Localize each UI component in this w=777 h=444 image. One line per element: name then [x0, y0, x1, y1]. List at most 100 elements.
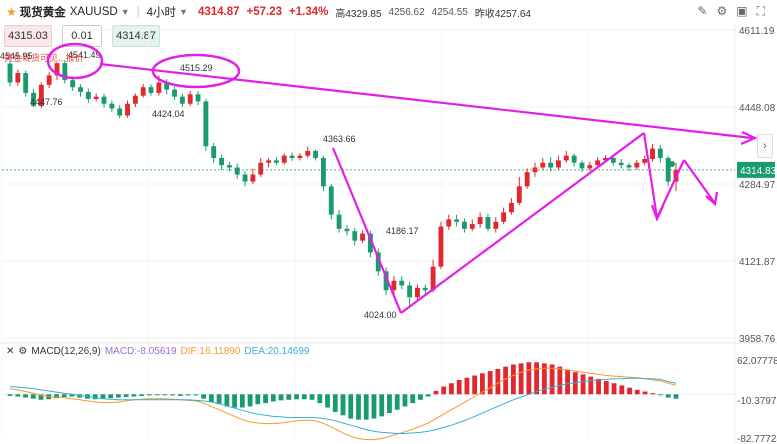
projection-down	[642, 132, 659, 219]
macd-bar-24	[193, 394, 199, 396]
candle-body-27	[219, 158, 224, 166]
macd-dea-line	[9, 377, 677, 434]
low-value: 4254.55	[431, 6, 468, 18]
macd-bar-16	[131, 394, 137, 397]
macd-bar-0	[7, 394, 13, 396]
fullscreen-icon[interactable]: ⛶	[756, 4, 765, 18]
dea-value: DEA:20.14699	[244, 346, 310, 357]
candle-body-14	[117, 108, 123, 116]
candle-body-80	[634, 162, 640, 168]
macd-bar-83	[650, 393, 656, 395]
price-label-low-left: 4447.76	[30, 97, 63, 107]
last-price: 4314.87	[197, 6, 240, 18]
price-label-mid: 4186.17	[386, 226, 419, 236]
candle-body-28	[226, 165, 232, 168]
macd-bar-67	[526, 362, 532, 395]
candle-body-21	[172, 89, 177, 97]
macd-bar-2	[23, 394, 28, 398]
macd-value: MACD:-8.05619	[104, 346, 177, 357]
candle-body-49	[391, 280, 397, 291]
macd-bar-12	[100, 394, 106, 399]
indicator-icon[interactable]: ⚙	[716, 4, 728, 18]
candle-body-35	[281, 155, 287, 163]
candle-body-1	[15, 73, 21, 83]
candle-body-66	[524, 172, 530, 187]
macd-bar-50	[394, 394, 400, 410]
current-price-tag-label: 4314.83	[740, 166, 777, 177]
candle-body-5	[46, 75, 52, 85]
instrument-name[interactable]: 现货黄金	[19, 7, 66, 19]
candle-body-6	[54, 63, 60, 76]
macd-eye-icon[interactable]: ⚙	[18, 346, 28, 357]
macd-bar-73	[572, 372, 578, 395]
macd-bar-6	[54, 394, 59, 399]
candle-body-39	[313, 150, 319, 159]
macd-bar-81	[634, 389, 640, 395]
candle-body-70	[556, 160, 561, 168]
macd-bar-27	[216, 394, 222, 405]
candle-body-84	[665, 158, 671, 182]
candle-body-2	[23, 73, 29, 93]
macd-bar-42	[332, 394, 338, 412]
timeframe-chevron-icon[interactable]: ▼	[179, 7, 188, 17]
candle-body-9	[78, 87, 83, 92]
chevron-down-icon[interactable]: ▼	[120, 7, 130, 17]
candle-body-24	[195, 94, 201, 102]
prev-value: 4257.64	[494, 8, 531, 20]
candle-body-74	[587, 165, 593, 169]
macd-bar-4	[38, 394, 44, 400]
star-icon[interactable]: ★	[6, 5, 17, 19]
current-price-dot	[669, 161, 675, 167]
candle-body-77	[610, 158, 616, 163]
macd-bar-41	[325, 394, 330, 408]
layout-icon[interactable]: ▣	[736, 4, 748, 18]
candle-body-20	[164, 82, 170, 90]
candle-body-4	[38, 84, 44, 107]
macd-bar-20	[162, 394, 168, 396]
candle-body-17	[140, 87, 146, 96]
price-label-bottom: 4024.00	[364, 310, 397, 320]
macd-bar-47	[371, 394, 377, 419]
price-change-pct: +1.34%	[289, 6, 329, 18]
macd-bar-19	[154, 394, 160, 396]
candle-body-0	[7, 63, 13, 83]
macd-bar-45	[356, 394, 361, 420]
axis-tick-label-4: 3958.76	[739, 334, 776, 345]
macd-bar-39	[309, 394, 315, 400]
macd-bar-59	[464, 377, 470, 395]
candle-body-57	[454, 219, 460, 222]
macd-settings-icon[interactable]: ✕	[6, 346, 15, 357]
candle-body-79	[626, 165, 632, 168]
instrument-symbol[interactable]: XAUUSD	[69, 6, 118, 18]
macd-bar-35	[278, 394, 284, 401]
macd-axis-tick-0: 62.07778	[737, 356, 777, 367]
timeframe-selector[interactable]: 4小时	[146, 7, 177, 19]
candle-body-58	[462, 221, 467, 229]
macd-bar-58	[456, 379, 462, 395]
macd-bar-7	[61, 394, 67, 398]
macd-bar-52	[410, 394, 416, 404]
price-change: +57.23	[246, 6, 283, 18]
candle-body-15	[125, 103, 130, 116]
candle-body-45	[360, 233, 366, 241]
candle-body-56	[446, 219, 452, 227]
candle-body-18	[148, 87, 154, 93]
macd-bar-70	[549, 364, 555, 395]
candle-body-73	[579, 162, 585, 169]
macd-bar-37	[294, 394, 299, 400]
candle-body-13	[109, 103, 115, 109]
draw-icon[interactable]: ✎	[697, 4, 708, 18]
macd-bar-53	[418, 394, 423, 400]
projection-up	[656, 159, 685, 219]
candle-body-64	[509, 202, 514, 213]
macd-bar-32	[255, 394, 261, 405]
candle-body-46	[367, 233, 373, 253]
open-value: 4256.62	[388, 6, 425, 18]
candle-body-3	[31, 92, 36, 107]
chevron-right-icon[interactable]: ›	[757, 134, 773, 158]
candle-body-81	[642, 158, 648, 163]
macd-bar-84	[658, 394, 663, 396]
macd-bar-28	[224, 394, 230, 407]
trendline-resistance	[99, 62, 753, 140]
